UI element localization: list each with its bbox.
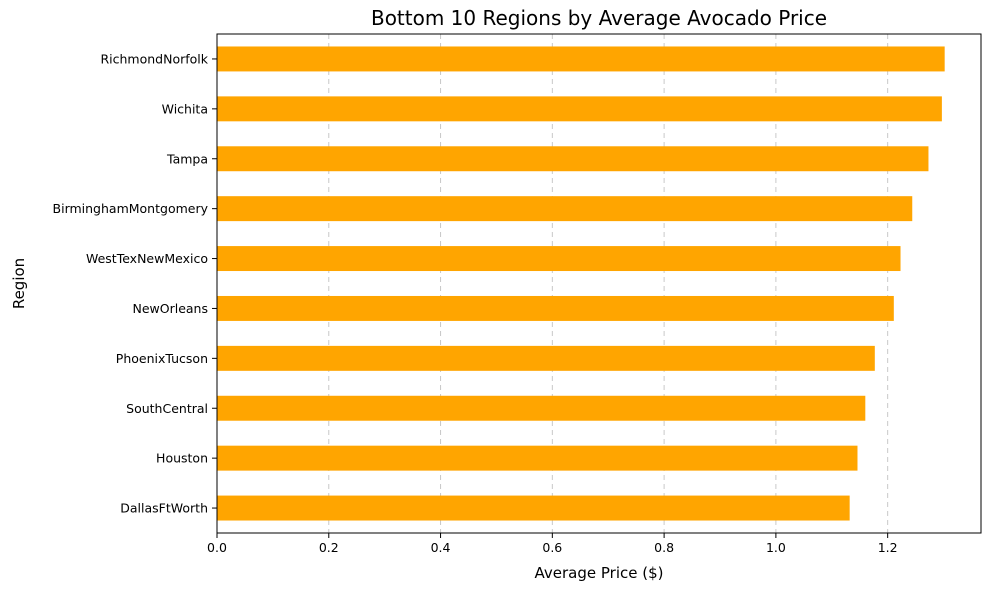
bar	[217, 345, 875, 371]
y-tick-label: WestTexNewMexico	[86, 251, 208, 266]
bar	[217, 445, 858, 471]
chart-title: Bottom 10 Regions by Average Avocado Pri…	[371, 6, 827, 30]
x-tick-label: 1.2	[878, 540, 898, 555]
bar	[217, 196, 913, 222]
y-tick-label: RichmondNorfolk	[100, 51, 208, 66]
x-tick-label: 0.8	[654, 540, 674, 555]
axes-layer	[216, 33, 982, 534]
y-tick-label: PhoenixTucson	[116, 351, 208, 366]
y-axis-label: Region	[10, 258, 28, 309]
y-tick-label: DallasFtWorth	[120, 501, 208, 516]
bar	[217, 395, 866, 421]
bar	[217, 246, 901, 272]
y-tick-label: NewOrleans	[132, 301, 208, 316]
x-tick-label: 1.0	[766, 540, 786, 555]
bar	[217, 96, 942, 122]
y-tick-label: Tampa	[166, 151, 208, 166]
x-tick-label: 0.4	[431, 540, 451, 555]
y-ticks: RichmondNorfolk Wichita Tampa BirminghamMon…	[53, 51, 217, 516]
y-tick-label: Wichita	[162, 101, 208, 116]
bars-layer	[217, 46, 945, 521]
x-tick-label: 0.0	[207, 540, 227, 555]
y-tick-label: SouthCentral	[126, 401, 208, 416]
x-tick-label: 0.2	[319, 540, 339, 555]
x-tick-label: 0.6	[542, 540, 562, 555]
y-tick-label: BirminghamMontgomery	[53, 201, 209, 216]
bar	[217, 46, 945, 72]
plot-frame	[216, 33, 982, 534]
y-tick-label: Houston	[156, 451, 208, 466]
x-ticks: 0.0 0.2 0.4 0.6 0.8 1.0 1.2	[207, 533, 898, 555]
bar	[217, 146, 929, 172]
bar	[217, 495, 850, 521]
x-axis-label: Average Price ($)	[535, 564, 664, 582]
bar	[217, 295, 894, 321]
